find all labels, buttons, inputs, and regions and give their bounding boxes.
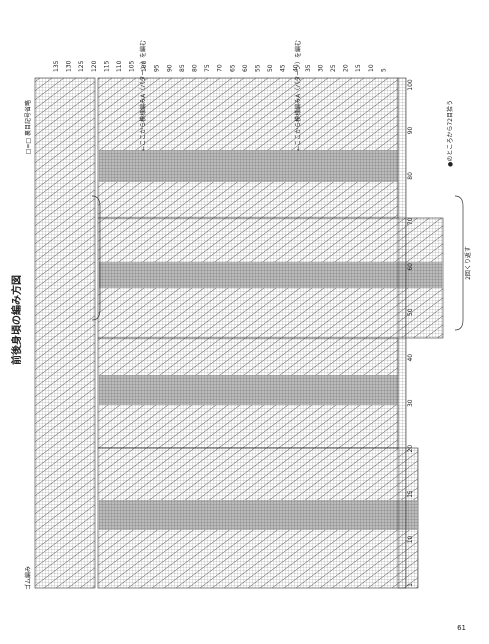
stitch-number: 100 (407, 79, 414, 91)
row-number: 80 (192, 64, 199, 72)
legend: □=□ 裏目記号省略 (24, 100, 32, 154)
stitch-number: 50 (407, 308, 414, 316)
row-number: 10 (368, 64, 375, 72)
stitch-number: 90 (407, 126, 414, 134)
stitch-number: 30 (407, 399, 414, 407)
row-number: 65 (229, 64, 236, 72)
row-number: 30 (317, 64, 324, 72)
repeat-note: 2回くり返す (465, 246, 472, 280)
stitch-number: 20 (407, 445, 414, 453)
row-number: 115 (103, 60, 110, 72)
row-number: 110 (116, 60, 123, 72)
stitch-number: 60 (407, 263, 414, 271)
row-number: 50 (267, 64, 274, 72)
row-number: 40 (292, 64, 299, 72)
row-number: 45 (280, 64, 287, 72)
chart-grid (34, 77, 464, 589)
stitch-number: 15 (407, 490, 414, 498)
row-number: 100 (141, 60, 148, 72)
page-number: 61 (457, 624, 466, 632)
row-number: 70 (217, 64, 224, 72)
stitch-number: 10 (407, 536, 414, 544)
row-number: 15 (355, 64, 362, 72)
row-number: 20 (343, 64, 350, 72)
title: 前後身頃の編み方図 (10, 275, 23, 365)
row-number: 60 (242, 64, 249, 72)
row-number: 105 (129, 60, 136, 72)
row-number: 95 (154, 64, 161, 72)
row-number: 25 (330, 64, 337, 72)
stitch-number: 80 (407, 172, 414, 180)
stitch-number: 1 (407, 583, 414, 587)
row-number: 120 (91, 60, 98, 72)
top-note: ←ここから模様編みA（パターン）を編む (139, 40, 147, 151)
row-number: 125 (78, 60, 85, 72)
stitch-number: 70 (407, 217, 414, 225)
top-note: ←ここから模様編みA（パターン）を編む (294, 40, 302, 151)
row-number: 5 (380, 68, 387, 72)
edge-label: ゴム編み (24, 566, 32, 590)
note: ●のところから72目拾う (446, 100, 454, 167)
row-number: 130 (66, 60, 73, 72)
row-number: 75 (204, 64, 211, 72)
stitch-number: 40 (407, 354, 414, 362)
row-number: 35 (305, 64, 312, 72)
row-number: 55 (254, 64, 261, 72)
row-number: 135 (53, 60, 60, 72)
row-number: 85 (179, 64, 186, 72)
row-number: 90 (166, 64, 173, 72)
